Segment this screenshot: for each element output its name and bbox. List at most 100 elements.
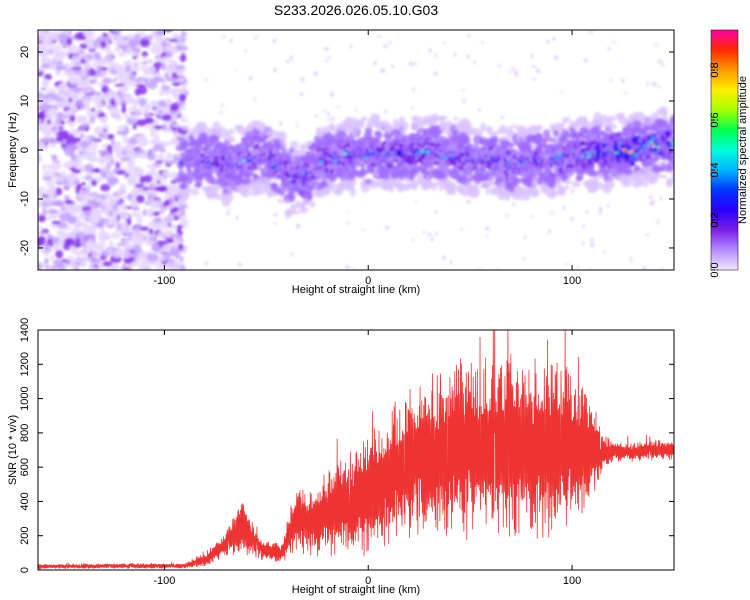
heat-cell [375,173,379,178]
heat-cell [113,64,123,69]
heat-cell [197,129,201,135]
heat-cell [153,61,163,69]
heat-cell [169,110,177,115]
heat-cell [81,255,87,264]
snr-y-tick-label: 400 [19,492,31,510]
heat-cell [133,108,143,113]
heat-cell [63,238,75,246]
heat-cell [180,118,189,123]
heat-cell [550,190,559,198]
heat-cell [430,236,434,242]
heat-cell [90,216,98,225]
heat-cell [63,30,70,35]
heat-cell [485,227,490,231]
snr-y-tick-label: 1000 [19,386,31,410]
heat-cell [82,97,90,106]
heat-cell [360,184,370,193]
heat-cell [60,120,65,126]
heat-cell [83,87,93,93]
heat-cell [38,235,46,245]
heat-cell [59,99,66,109]
heat-cell [590,237,594,243]
heat-cell [113,202,118,212]
spectrogram-y-tick-label: -20 [19,240,31,256]
heat-cell [93,51,99,60]
heat-cell [179,54,187,63]
heat-cell [111,217,118,222]
heat-cell [652,171,657,177]
heat-cell [61,138,68,145]
colorbar-tick-label: 0.0 [709,262,721,277]
heat-cell [157,43,163,48]
heat-cell [55,249,64,259]
heat-cell [349,43,353,49]
heat-cell [604,130,608,134]
spectrogram-x-tick-label: -100 [153,275,175,287]
heat-cell [630,160,635,166]
heat-cell [312,176,322,181]
heat-cell [141,61,148,65]
heat-cell [108,240,114,250]
heat-cell [129,116,136,120]
heat-cell [95,199,102,203]
heat-cell [56,60,64,66]
heat-cell [117,51,127,57]
heat-cell [138,265,144,270]
heat-cell [460,227,464,231]
heat-cell [589,30,594,34]
heat-cell [562,205,566,210]
spectrogram-y-tick-label: -10 [19,191,31,207]
heat-cell [86,240,93,248]
heat-cell [111,112,121,116]
heat-cell [41,128,52,136]
heat-cell [251,128,261,137]
heat-cell [69,263,79,270]
heat-cell [242,175,246,180]
heat-cell [127,218,132,226]
heat-cell [465,127,473,136]
heat-cell [579,136,583,142]
heat-cell [106,50,114,57]
heat-cell [223,192,234,203]
heat-cell [44,243,50,252]
heat-cell [174,252,181,259]
heat-cell [330,90,333,94]
heat-cell [97,112,106,118]
heat-cell [141,56,147,60]
heat-cell [114,166,120,172]
heat-cell [468,185,471,191]
heat-cell [480,41,485,44]
snr-y-tick-label: 1400 [19,318,31,342]
heat-cell [351,267,354,270]
heat-cell [651,81,657,87]
heat-cell [306,192,314,201]
heat-cell [38,44,43,49]
heat-cell [500,136,510,141]
heat-cell [323,59,329,62]
heat-cell [92,138,102,142]
heat-cell [143,267,149,270]
spectrogram-x-axis-label: Height of straight line (km) [292,284,420,296]
heat-cell [43,196,55,204]
heat-cell [160,85,171,91]
heat-cell [581,241,585,246]
heat-cell [415,156,418,161]
heat-cell [100,166,109,172]
heat-cell [255,149,259,154]
heat-cell [64,134,76,143]
heat-cell [499,162,506,169]
heat-cell [90,179,98,187]
heat-cell [569,217,575,221]
heat-cell [121,250,132,259]
heat-cell [352,131,358,137]
heat-cell [38,119,43,123]
heat-cell [127,193,132,201]
heat-cell [229,38,233,43]
heat-cell [120,156,131,162]
heat-cell [54,176,64,184]
heat-cell [87,145,98,152]
heat-cell [85,182,92,192]
snr-y-axis-label: SNR (10 * v/v) [7,415,19,485]
heat-cell [98,100,104,109]
